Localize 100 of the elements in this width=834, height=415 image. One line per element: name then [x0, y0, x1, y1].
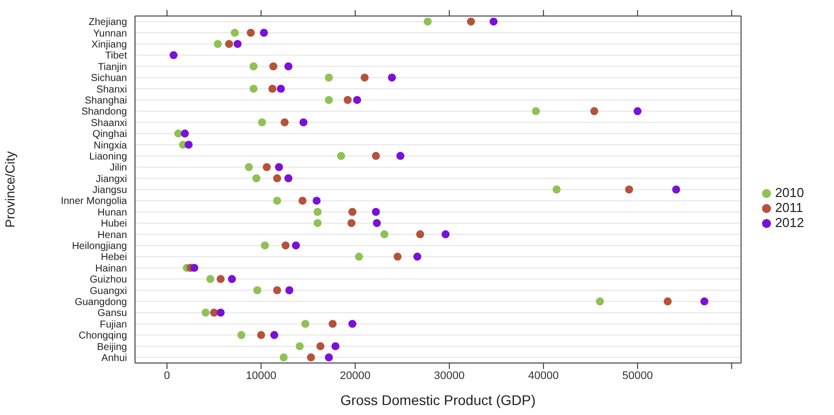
point [664, 297, 672, 306]
point [270, 331, 278, 340]
point [314, 219, 322, 228]
point [344, 96, 352, 104]
y-tick-label: Liaoning [89, 151, 127, 162]
y-tick-label: Qinghai [92, 129, 127, 140]
point [354, 252, 363, 261]
y-tick-label: Heilongjiang [72, 241, 127, 252]
y-tick-label: Ningxia [94, 140, 128, 152]
point [380, 230, 388, 238]
point [337, 152, 346, 160]
point [190, 264, 198, 272]
point [230, 28, 239, 37]
point [424, 18, 432, 26]
x-axis-title: Gross Domestic Product (GDP) [340, 392, 536, 408]
point [260, 241, 269, 250]
y-tick-label: Tibet [105, 50, 128, 62]
point [625, 186, 634, 194]
y-tick-label: Jilin [110, 162, 127, 174]
point [228, 275, 236, 284]
y-tick-label: Jiangsu [92, 185, 127, 196]
point [273, 174, 282, 182]
point [252, 174, 260, 182]
y-tick-label: Jiangxi [96, 174, 127, 185]
point [237, 331, 246, 340]
point [174, 130, 182, 138]
legend-label: 2010 [775, 185, 804, 200]
point [257, 331, 266, 340]
y-tick-label: Tianjin [98, 62, 127, 73]
x-tick-label: 40000 [528, 370, 559, 382]
point [324, 96, 333, 104]
point [216, 275, 225, 284]
point [273, 196, 282, 205]
y-tick-label: Beijing [96, 342, 127, 353]
point [353, 96, 362, 104]
point [328, 320, 337, 328]
y-tick-label: Xinjiang [91, 40, 127, 51]
y-tick-label: Shaanxi [90, 118, 127, 129]
y-tick-label: Hebei [100, 252, 127, 264]
point [347, 219, 356, 228]
point [394, 252, 402, 261]
y-tick-label: Yunnan [93, 28, 127, 40]
point [273, 286, 282, 294]
y-tick-label: Hubei [100, 218, 127, 230]
point [700, 297, 708, 306]
y-tick-label: Shanghai [84, 96, 127, 106]
point [276, 84, 285, 93]
point [258, 118, 266, 126]
point [274, 163, 283, 172]
point [268, 84, 276, 93]
y-tick-label: Inner Mongolia [60, 196, 128, 208]
point [372, 208, 380, 216]
point [246, 28, 255, 37]
point [280, 118, 289, 126]
point [331, 342, 340, 350]
point [596, 297, 604, 306]
y-tick-label: Sichuan [90, 73, 127, 84]
point [316, 342, 324, 350]
x-tick-label: 20000 [340, 370, 371, 382]
x-tick-label: 30000 [434, 370, 465, 382]
point [202, 308, 210, 317]
point [282, 241, 290, 250]
point [348, 208, 356, 216]
y-axis-title: Province/City [2, 150, 18, 228]
y-tick-label: Fujian [100, 319, 127, 330]
y-tick-label: Guizhou [90, 274, 127, 286]
x-tick-label: 50000 [622, 370, 653, 382]
y-tick-label: Hainan [95, 263, 127, 274]
point [260, 28, 268, 37]
point [360, 74, 369, 82]
point [490, 18, 498, 26]
point [216, 308, 225, 317]
point [306, 353, 315, 362]
point [396, 152, 404, 160]
point [244, 163, 253, 172]
point [324, 74, 333, 82]
point [180, 130, 189, 138]
point [372, 219, 381, 228]
point [413, 252, 422, 261]
point [372, 152, 380, 160]
y-tick-label: Gansu [98, 308, 127, 320]
point [284, 62, 292, 70]
x-tick-label: 10000 [246, 370, 276, 382]
point [442, 230, 450, 238]
point [269, 62, 278, 70]
point [634, 107, 642, 116]
point [532, 107, 540, 116]
x-tick-label: 0 [164, 370, 170, 382]
point [170, 51, 178, 60]
point [206, 275, 214, 284]
point [299, 118, 308, 126]
y-tick-label: Shanxi [96, 84, 127, 96]
y-tick-label: Zhejiang [88, 17, 127, 28]
point [285, 286, 294, 294]
point [280, 353, 288, 362]
y-tick-label: Shandong [81, 106, 127, 118]
point [314, 208, 322, 216]
y-tick-label: Anhui [101, 352, 127, 364]
y-tick-label: Chongqing [78, 330, 127, 342]
point [184, 140, 193, 149]
